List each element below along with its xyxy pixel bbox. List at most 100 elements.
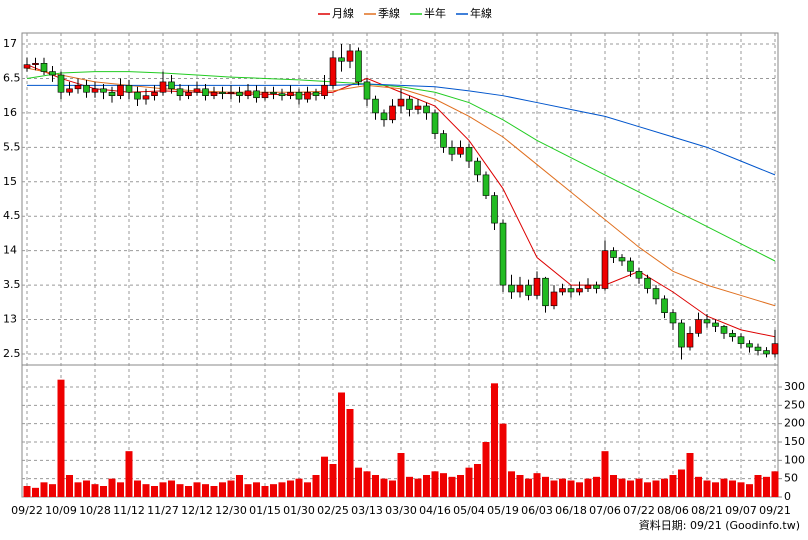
y-tick-label: 2.5 [3,347,21,360]
candle-body [746,343,753,348]
candle-body [465,147,473,162]
volume-bar [508,471,515,497]
volume-bar [270,484,277,497]
candle-body [338,57,345,62]
volume-bar [363,471,371,497]
volume-bar [737,482,745,497]
candle-body [91,88,99,93]
y-tick-label: 6.5 [3,71,21,84]
candle-body [185,91,192,96]
candle-body [380,112,388,121]
x-tick-label: 09/07 [725,504,757,517]
candle-body [346,50,354,62]
candle-body [482,174,490,196]
volume-bar [66,475,73,497]
candle-body [253,90,260,99]
candle-body [431,112,439,134]
volume-bar [627,480,634,497]
x-tick-label: 07/06 [589,504,621,517]
volume-bar [125,451,133,497]
volume-bar [644,482,651,497]
volume-bar [278,482,286,497]
x-tick-label: 01/30 [283,504,315,517]
candle-body [474,160,481,176]
candle-body [227,91,235,94]
candle-body [304,91,311,100]
volume-bar [210,486,218,497]
x-tick-label: 10/09 [45,504,77,517]
candle-body [295,91,303,100]
ma-line [26,71,776,262]
candle-body [74,85,82,90]
volume-bar [763,476,770,497]
candle-body [278,93,286,96]
candle-body [550,291,558,307]
volume-bar [499,423,507,497]
candle-body [712,322,719,327]
footer: 資料日期: 09/21 (Goodinfo.tw) [639,518,800,532]
candle-body [703,319,711,324]
candle-body [627,260,634,272]
candle-body [287,91,294,96]
volume-bar [771,471,779,497]
candle-body [270,91,277,94]
candle-body [125,85,133,93]
y2-tick-label: 50 [784,472,798,485]
candle-body [176,88,184,96]
candle-body [601,250,609,289]
candle-body [117,85,124,96]
y-tick-label: 4.5 [3,209,21,222]
volume-bar [23,486,31,497]
volume-bar [397,453,405,497]
candle-body [440,133,447,148]
volume-bar [253,482,260,497]
candle-body [23,64,31,69]
candle-body [644,277,651,289]
volume-bar [601,451,609,497]
volume-bar [261,486,269,497]
x-tick-label: 07/22 [623,504,655,517]
y-tick-label: 14 [3,244,17,257]
candle-body [244,90,252,96]
volume-bar [57,379,65,497]
candle-body [389,105,396,121]
volume-bar [134,480,141,497]
legend-label: 年線 [470,6,492,20]
x-tick-label: 02/25 [317,504,349,517]
volume-bar [100,486,107,497]
candle-body [584,284,592,289]
candle-body [100,88,107,93]
volume-bar [168,480,175,497]
volume-bar [117,482,124,497]
candle-body [635,271,643,279]
candle-body [491,195,498,224]
volume-bar [32,487,39,497]
y-tick-label: 15 [3,175,17,188]
volume-bar [678,469,685,497]
y2-tick-label: 150 [784,435,805,448]
x-tick-label: 06/03 [521,504,553,517]
candle-body [567,288,575,293]
candle-body [457,147,464,155]
candle-body [576,288,583,293]
volume-bar [312,475,320,497]
legend-label: 半年 [424,6,446,20]
x-tick-label: 09/22 [11,504,43,517]
volume-bar [661,478,668,497]
x-tick-label: 06/18 [555,504,587,517]
volume-bar [389,480,396,497]
volume-bar [593,476,600,497]
volume-bar [338,392,345,497]
volume-bar [287,480,294,497]
volume-bar [652,480,660,497]
x-tick-label: 03/30 [385,504,417,517]
candle-body [202,88,209,96]
volume-bar [754,475,762,497]
x-tick-label: 11/12 [113,504,145,517]
x-tick-label: 09/21 [759,504,791,517]
volume-bar [74,482,82,497]
volume-bar [431,471,439,497]
volume-bar [542,476,549,497]
candle-body [448,147,456,155]
